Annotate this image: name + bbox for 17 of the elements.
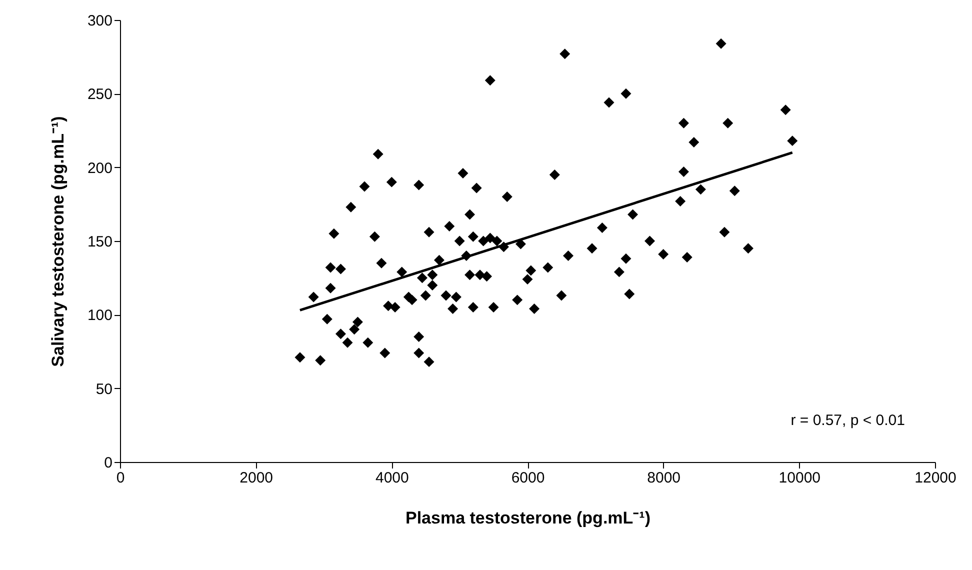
y-tick-label: 200 [87, 160, 112, 177]
annotation: r = 0.57, p < 0.01 [790, 412, 905, 429]
x-tick-label: 0 [116, 470, 125, 486]
x-tick-label: 12000 [914, 470, 956, 486]
x-tick-label: 10000 [778, 470, 821, 486]
x-tick-label: 8000 [647, 470, 681, 486]
y-tick-label: 300 [87, 12, 112, 30]
y-tick-label: 250 [87, 86, 112, 104]
y-tick-label: 100 [87, 307, 112, 324]
y-tick-label: 50 [96, 380, 112, 398]
x-axis-title: Plasma testosterone (pg.mL⁻¹) [406, 508, 650, 528]
y-tick-label: 0 [104, 454, 112, 472]
x-tick-label: 2000 [240, 470, 274, 486]
x-tick-label: 6000 [511, 470, 545, 486]
x-tick-label: 4000 [375, 470, 409, 486]
y-tick-label: 150 [87, 234, 112, 250]
y-axis-title: Salivary testosterone (pg.mL⁻¹) [48, 116, 68, 367]
